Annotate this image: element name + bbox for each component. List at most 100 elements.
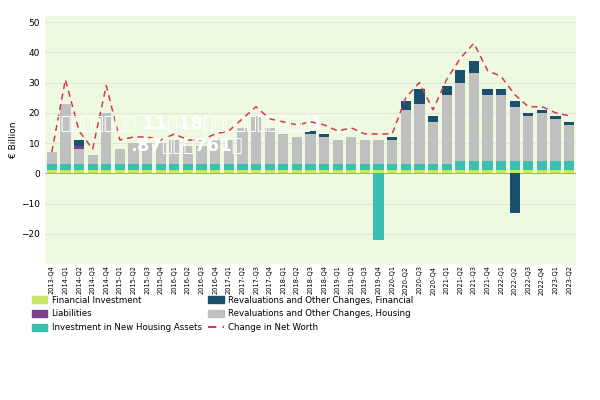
Bar: [128, 170, 139, 173]
Bar: [415, 170, 425, 173]
Bar: [278, 170, 289, 173]
Bar: [415, 164, 425, 170]
Bar: [88, 164, 98, 170]
Bar: [442, 164, 452, 170]
Bar: [278, 134, 289, 164]
Bar: [210, 170, 220, 173]
Bar: [564, 122, 574, 125]
Bar: [537, 161, 547, 170]
Bar: [61, 170, 71, 173]
Bar: [169, 170, 179, 173]
Bar: [442, 86, 452, 95]
Bar: [482, 170, 493, 173]
Bar: [428, 170, 438, 173]
Bar: [550, 161, 560, 170]
Bar: [196, 170, 206, 173]
Bar: [265, 170, 275, 173]
Bar: [61, 164, 71, 170]
Bar: [469, 161, 479, 170]
Bar: [401, 110, 411, 164]
Bar: [428, 116, 438, 122]
Bar: [550, 170, 560, 173]
Bar: [251, 116, 261, 164]
Bar: [523, 116, 533, 161]
Bar: [469, 61, 479, 74]
Bar: [115, 149, 125, 164]
Bar: [224, 164, 234, 170]
Bar: [373, 173, 383, 240]
Bar: [238, 128, 248, 164]
Bar: [183, 146, 193, 164]
Bar: [428, 164, 438, 170]
Bar: [101, 113, 112, 164]
Bar: [496, 161, 506, 170]
Bar: [550, 119, 560, 161]
Bar: [142, 170, 152, 173]
Bar: [305, 134, 316, 164]
Bar: [415, 88, 425, 104]
Bar: [210, 164, 220, 170]
Bar: [482, 95, 493, 161]
Bar: [428, 122, 438, 164]
Bar: [373, 140, 383, 164]
Bar: [47, 170, 57, 173]
Bar: [292, 164, 302, 170]
Bar: [387, 170, 397, 173]
Bar: [88, 155, 98, 164]
Bar: [523, 161, 533, 170]
Bar: [278, 164, 289, 170]
Bar: [196, 146, 206, 164]
Bar: [332, 170, 343, 173]
Bar: [496, 88, 506, 95]
Bar: [88, 170, 98, 173]
Bar: [373, 170, 383, 173]
Bar: [155, 164, 166, 170]
Bar: [332, 140, 343, 164]
Bar: [496, 95, 506, 161]
Bar: [74, 164, 84, 170]
Bar: [47, 152, 57, 164]
Bar: [155, 143, 166, 164]
Bar: [387, 140, 397, 164]
Bar: [115, 170, 125, 173]
Bar: [155, 170, 166, 173]
Bar: [115, 164, 125, 170]
Bar: [401, 101, 411, 110]
Bar: [319, 137, 329, 164]
Bar: [509, 170, 520, 173]
Bar: [455, 170, 466, 173]
Bar: [346, 170, 356, 173]
Bar: [360, 170, 370, 173]
Bar: [292, 170, 302, 173]
Bar: [442, 95, 452, 164]
Bar: [564, 125, 574, 161]
Bar: [360, 164, 370, 170]
Bar: [305, 131, 316, 134]
Bar: [292, 137, 302, 164]
Bar: [169, 140, 179, 164]
Bar: [442, 170, 452, 173]
Bar: [564, 170, 574, 173]
Bar: [74, 146, 84, 149]
Bar: [142, 143, 152, 164]
Bar: [455, 82, 466, 161]
Bar: [101, 170, 112, 173]
Bar: [319, 134, 329, 137]
Bar: [238, 164, 248, 170]
Bar: [319, 170, 329, 173]
Bar: [523, 113, 533, 116]
Bar: [319, 164, 329, 170]
Bar: [183, 164, 193, 170]
Bar: [305, 170, 316, 173]
Bar: [550, 116, 560, 119]
Bar: [469, 170, 479, 173]
Bar: [128, 143, 139, 164]
Bar: [469, 74, 479, 161]
Bar: [74, 170, 84, 173]
Bar: [332, 164, 343, 170]
Bar: [509, 107, 520, 161]
Bar: [455, 161, 466, 170]
Bar: [564, 161, 574, 170]
Bar: [415, 104, 425, 164]
Bar: [238, 170, 248, 173]
